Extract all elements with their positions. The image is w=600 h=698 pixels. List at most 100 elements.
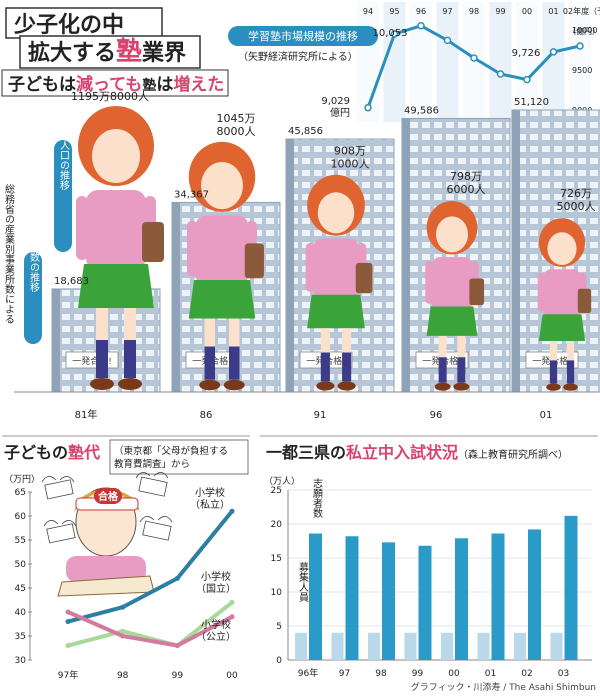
kid-shoe	[224, 380, 245, 390]
kid-skirt	[78, 264, 154, 308]
exam-title-a: 一都三県の	[266, 443, 346, 462]
market-point	[365, 105, 371, 111]
juku-cost-title-a: 子どもの	[4, 443, 68, 462]
market-point	[577, 43, 583, 49]
juku-cost-y-tick: 35	[15, 632, 26, 642]
market-x-tick: 00	[522, 7, 532, 16]
juku-cost-y-tick: 30	[15, 656, 27, 666]
juku-cost-point	[230, 614, 235, 619]
market-y-tick: 9500	[572, 66, 592, 75]
kid-sock	[439, 357, 447, 382]
kid-arm	[76, 196, 88, 260]
market-point	[524, 77, 530, 83]
juku-cost-y-tick: 50	[15, 560, 27, 570]
exam-recruit-bar	[514, 633, 526, 660]
kid-sock	[205, 347, 215, 380]
market-annotation: 10,053	[373, 28, 408, 39]
exam-applicant-bar	[528, 529, 541, 660]
market-point	[445, 37, 451, 43]
exam-applicant-bar	[346, 536, 359, 660]
subtitle-e: 増えた	[173, 74, 224, 95]
exam-ylabel: （万人）	[264, 476, 300, 487]
juku-count-label: 45,856	[288, 126, 323, 137]
juku-cost-ylabel: （万円）	[4, 474, 40, 485]
building-shade	[52, 289, 60, 392]
exam-applicant-bar	[565, 516, 578, 660]
market-column-bg	[437, 2, 459, 122]
kid-bag	[356, 263, 373, 293]
exam-recruit-label: 募集人員	[297, 561, 309, 603]
kid-skirt	[189, 280, 255, 318]
juku-cost-point	[66, 610, 71, 615]
juku-cost-x-tick: 97年	[58, 669, 78, 681]
top-x-tick: 81年	[75, 408, 98, 421]
market-point	[498, 71, 504, 77]
market-point	[418, 23, 424, 29]
kid-arm	[306, 243, 315, 292]
student-count-label: 1195万8000人	[71, 90, 149, 103]
kid-shirt	[432, 257, 472, 310]
exam-applicant-bar	[455, 538, 468, 660]
money-wings	[140, 516, 172, 522]
kid-shoe	[316, 381, 334, 390]
kid-bag	[245, 243, 264, 278]
building-icon	[402, 118, 510, 392]
kid-face	[547, 232, 576, 265]
kid-shirt	[544, 269, 580, 318]
juku-count-label: 51,120	[514, 97, 549, 108]
exam-x-tick: 00	[448, 669, 460, 679]
market-column-bg	[384, 2, 406, 122]
kid-shoe	[199, 380, 220, 390]
kid-arm	[538, 273, 545, 312]
kid-sock	[342, 353, 351, 382]
title-line1: 少子化の中	[13, 12, 124, 38]
exam-recruit-bar	[441, 633, 453, 660]
juku-cost-y-tick: 45	[15, 584, 26, 594]
svg-text:一都三県の私立中入試状況（森上教育研究所調べ）: 一都三県の私立中入試状況（森上教育研究所調べ）	[266, 443, 568, 462]
juku-side-label: 塾の数の推移	[28, 231, 40, 293]
kid-sock	[96, 340, 108, 378]
title-line2-juku: 塾	[116, 36, 142, 67]
kid-shirt	[313, 239, 359, 300]
exam-y-tick: 10	[271, 588, 283, 598]
kid-bag	[142, 222, 164, 262]
students-side-label: 小学生人口の推移	[58, 110, 70, 191]
kid-sock	[457, 357, 465, 382]
kid-face	[436, 216, 468, 252]
kid-face	[318, 192, 354, 233]
exam-title-b: 私立中入試状況	[346, 443, 458, 462]
juku-cost-chart: 子どもの塾代 （東京都「父母が負担する教育費調査」から （万円） 3035404…	[2, 436, 250, 681]
kid-bag	[469, 278, 484, 305]
kid-skirt	[427, 307, 478, 336]
juku-cost-point	[230, 509, 235, 514]
juku-cost-y-tick: 65	[15, 488, 26, 498]
subtitle-a: 子どもは	[8, 75, 76, 95]
flying-money-icon	[143, 521, 171, 540]
market-x-tick: 94	[363, 7, 373, 16]
market-x-tick: 01	[548, 7, 558, 16]
exam-applicant-bar	[382, 542, 395, 660]
credit: グラフィック・川添寿 / The Asahi Shimbun	[411, 681, 596, 693]
flying-money-icon	[47, 524, 75, 543]
kid-sock	[321, 353, 330, 382]
market-column-bg	[410, 2, 432, 122]
juku-cost-x-tick: 98	[117, 671, 129, 681]
top-x-tick: 96	[430, 410, 443, 421]
kid-skirt	[539, 314, 585, 341]
kid-shoe	[118, 378, 142, 390]
title-line2-c: 業界	[142, 41, 186, 66]
exam-y-tick: 0	[276, 656, 282, 666]
exam-y-tick: 20	[271, 520, 283, 530]
juku-cost-point	[66, 643, 71, 648]
juku-cost-series-label: 小学校（国立）	[196, 570, 236, 595]
kid-shirt	[86, 190, 146, 270]
juku-cost-x-tick: 99	[172, 671, 184, 681]
market-column-bg	[490, 2, 512, 122]
exam-y-tick: 15	[271, 554, 282, 564]
building-shade	[172, 202, 180, 392]
kid-skirt	[307, 295, 365, 328]
exam-recruit-bar	[295, 633, 307, 660]
